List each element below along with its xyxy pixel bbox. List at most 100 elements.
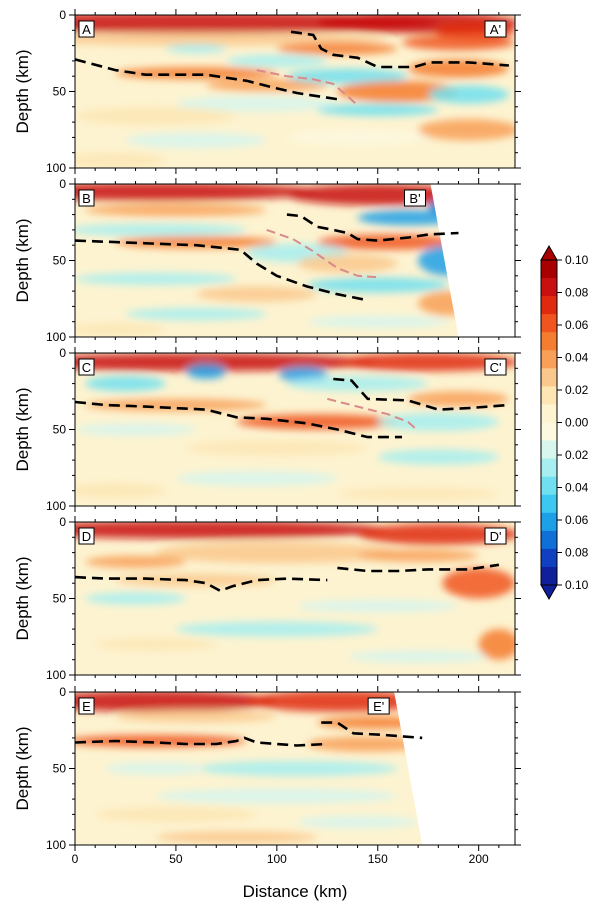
panels-layer: 0 50 100 Depth (km) A A' 0 50 100 Depth (km) B B' 0 5… bbox=[13, 8, 521, 852]
y-tick-label: 50 bbox=[53, 423, 67, 437]
anomaly-15 bbox=[317, 103, 439, 116]
colorbar-swatch bbox=[541, 404, 557, 423]
anomaly-12 bbox=[478, 629, 515, 660]
anomaly-1 bbox=[357, 523, 515, 545]
anomaly-10 bbox=[297, 815, 419, 829]
svg-text:B: B bbox=[82, 191, 91, 206]
anomaly-10 bbox=[75, 423, 197, 436]
svg-text:C: C bbox=[82, 360, 91, 375]
anomaly-6 bbox=[165, 44, 227, 54]
profile-end-label: D' bbox=[484, 527, 507, 545]
moho-line-0 bbox=[74, 400, 402, 439]
y-axis-title: Depth (km) bbox=[13, 387, 32, 471]
anomaly-9 bbox=[175, 621, 378, 637]
colorbar-swatch bbox=[541, 368, 557, 387]
y-tick-label: 100 bbox=[46, 161, 66, 175]
anomaly-8 bbox=[297, 600, 459, 613]
panel-e: 0 50 100 Depth (km) E E' bbox=[13, 685, 521, 852]
y-tick-label: 100 bbox=[46, 499, 66, 513]
colorbar-swatch bbox=[541, 386, 557, 405]
colorbar-swatch bbox=[541, 422, 557, 442]
anomaly-3 bbox=[75, 33, 388, 46]
profile-start-label: B bbox=[78, 189, 95, 207]
colorbar-swatch bbox=[541, 512, 557, 532]
x-axis: 0 50 100 150 200 Distance (km) bbox=[72, 852, 489, 901]
velocity-field bbox=[75, 522, 515, 675]
anomaly-7 bbox=[408, 391, 509, 407]
anomaly-11 bbox=[186, 440, 368, 456]
anomaly-0 bbox=[75, 522, 388, 539]
panel-d: 0 50 100 Depth (km) D D' bbox=[13, 515, 521, 682]
anomaly-4 bbox=[357, 210, 459, 226]
colorbar-swatch bbox=[541, 476, 557, 496]
colorbar-label: 0.10 bbox=[565, 578, 589, 592]
colorbar-label: 0.04 bbox=[565, 351, 589, 365]
colorbar-swatch bbox=[541, 458, 557, 478]
colorbar-swatch bbox=[541, 494, 557, 514]
colorbar-swatch bbox=[541, 314, 557, 333]
anomaly-3 bbox=[85, 555, 187, 568]
anomaly-13 bbox=[175, 470, 338, 487]
svg-text:E: E bbox=[82, 699, 91, 714]
profile-end-label: B' bbox=[403, 189, 426, 207]
colorbar-swatch bbox=[541, 296, 557, 315]
x-tick-label: 200 bbox=[469, 852, 489, 866]
colorbar-top-arrow bbox=[540, 244, 558, 261]
anomaly-13 bbox=[428, 85, 509, 104]
colorbar-swatch bbox=[541, 530, 557, 550]
colorbar-label: 0.02 bbox=[565, 448, 589, 462]
panel-c: 0 50 100 Depth (km) C C' bbox=[13, 346, 521, 513]
anomaly-0 bbox=[75, 692, 277, 712]
moho-line-1 bbox=[290, 30, 509, 69]
panel-b: 0 50 100 Depth (km) B B' bbox=[13, 177, 521, 344]
anomaly-5 bbox=[75, 223, 247, 237]
anomaly-17 bbox=[418, 119, 515, 141]
anomaly-8 bbox=[155, 788, 398, 804]
profile-start-label: A bbox=[78, 20, 95, 38]
anomaly-10 bbox=[297, 254, 398, 273]
anomaly-8 bbox=[236, 414, 398, 430]
y-tick-label: 0 bbox=[59, 346, 66, 360]
anomaly-15 bbox=[337, 487, 499, 500]
profile-start-label: C bbox=[78, 358, 95, 376]
y-tick-label: 100 bbox=[46, 330, 66, 344]
svg-text:D': D' bbox=[490, 529, 502, 544]
colorbar-label: 0.08 bbox=[565, 546, 589, 560]
profile-end-label: A' bbox=[484, 20, 507, 38]
profile-start-label: D bbox=[78, 527, 95, 545]
anomaly-group bbox=[75, 692, 423, 844]
y-tick-label: 0 bbox=[59, 515, 66, 529]
anomaly-13 bbox=[196, 286, 318, 302]
x-tick-label: 50 bbox=[169, 852, 183, 866]
anomaly-0 bbox=[75, 353, 378, 372]
colorbar-swatch bbox=[541, 332, 557, 351]
anomaly-9 bbox=[377, 412, 499, 432]
anomaly-group bbox=[75, 15, 515, 168]
anomaly-14 bbox=[418, 291, 459, 316]
profile-start-label: E bbox=[78, 697, 95, 715]
anomaly-6 bbox=[115, 236, 277, 249]
colorbar-label: 0.06 bbox=[565, 318, 589, 332]
colorbar-label: 0.00 bbox=[565, 416, 589, 430]
profile-end-label: C' bbox=[484, 358, 507, 376]
panel-a: 0 50 100 Depth (km) A A' bbox=[13, 8, 521, 175]
anomaly-2 bbox=[186, 363, 227, 380]
anomaly-5 bbox=[307, 736, 423, 752]
anomaly-7 bbox=[105, 762, 207, 775]
anomaly-12 bbox=[75, 272, 237, 285]
y-axis-title: Depth (km) bbox=[13, 556, 32, 640]
colorbar-bottom-arrow bbox=[540, 584, 558, 601]
colorbar-label: 0.10 bbox=[565, 253, 589, 267]
colorbar-swatch bbox=[541, 278, 557, 297]
y-axis-title: Depth (km) bbox=[13, 49, 32, 133]
anomaly-5 bbox=[401, 34, 515, 51]
anomaly-15 bbox=[125, 307, 267, 321]
colorbar-swatch bbox=[541, 350, 557, 369]
x-tick-label: 0 bbox=[72, 852, 79, 866]
anomaly-10 bbox=[95, 638, 217, 651]
svg-text:C': C' bbox=[490, 360, 502, 375]
anomaly-8 bbox=[115, 67, 277, 80]
anomaly-4 bbox=[276, 42, 398, 55]
anomaly-2 bbox=[155, 541, 398, 564]
